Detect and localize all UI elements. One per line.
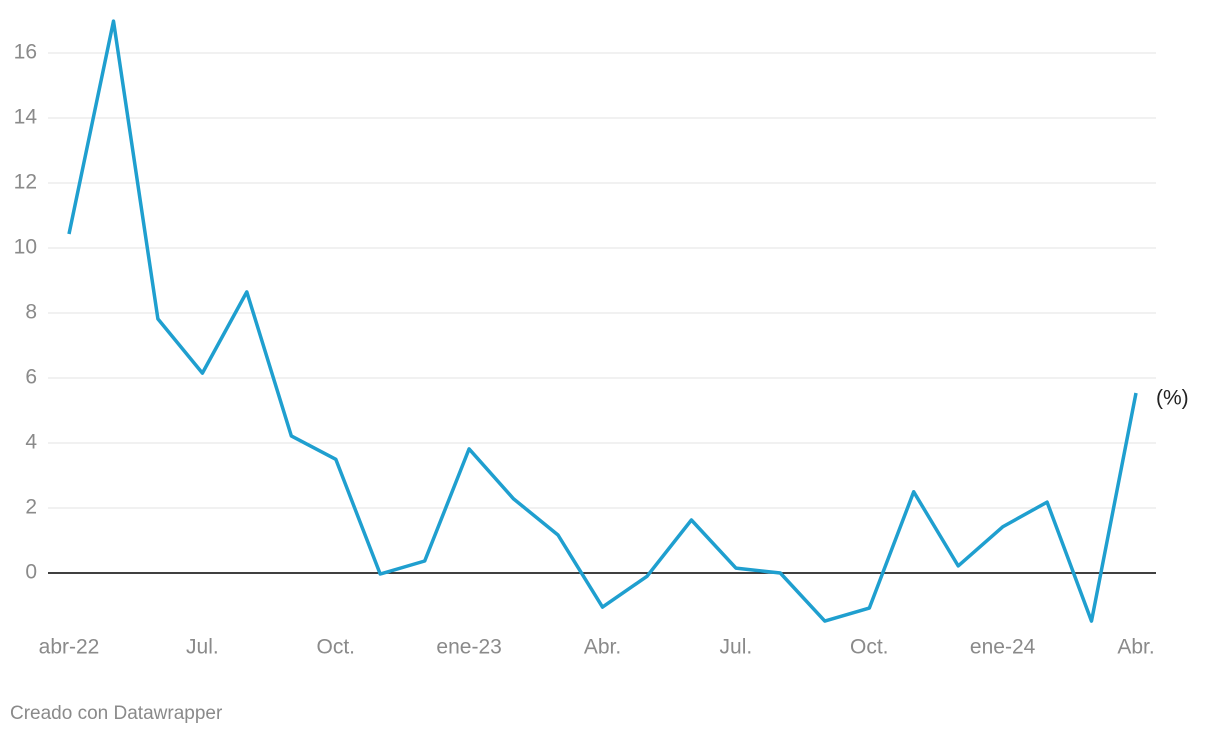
y-tick-label: 10 <box>14 236 37 259</box>
x-tick-label: ene-23 <box>436 636 501 659</box>
unit-annotation: (%) <box>1156 387 1189 410</box>
y-tick-label: 12 <box>14 171 37 194</box>
x-tick-label: Abr. <box>1117 636 1154 659</box>
x-tick-label: Jul. <box>720 636 753 659</box>
y-tick-label: 8 <box>25 301 37 324</box>
x-tick-label: Jul. <box>186 636 219 659</box>
y-tick-label: 14 <box>14 106 38 129</box>
x-tick-label: abr-22 <box>39 636 100 659</box>
source-note: Creado con Datawrapper <box>10 703 223 724</box>
y-tick-label: 16 <box>14 41 37 64</box>
x-tick-label: Oct. <box>850 636 889 659</box>
y-tick-label: 2 <box>25 496 37 519</box>
y-tick-label: 0 <box>25 561 37 584</box>
x-tick-label: ene-24 <box>970 636 1036 659</box>
y-tick-label: 6 <box>25 366 37 389</box>
x-tick-label: Oct. <box>316 636 355 659</box>
y-tick-label: 4 <box>25 431 37 454</box>
data-line <box>67 19 1138 623</box>
x-tick-label: Abr. <box>584 636 621 659</box>
